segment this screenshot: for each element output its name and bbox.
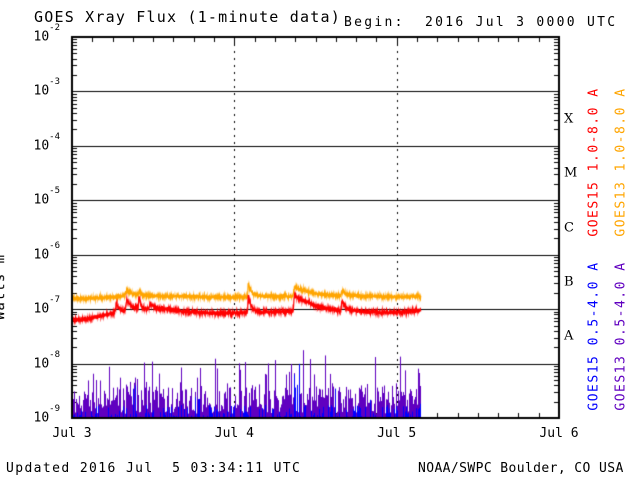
y-tick-label: 10-8	[33, 349, 61, 371]
y-tick-label: 10-5	[33, 186, 61, 208]
series-label-goes13-long: GOES13 1.0-8.0 A	[613, 87, 629, 237]
series-label-goes15-long: GOES15 1.0-8.0 A	[586, 87, 602, 237]
flare-class-label: X	[564, 111, 574, 127]
x-tick-label: Jul 5	[377, 426, 417, 441]
series-label-goes13-short: GOES13 0.5-4.0 A	[613, 261, 629, 411]
y-tick-label: 10-7	[33, 295, 61, 317]
source-attribution: NOAA/SWPC Boulder, CO USA	[418, 461, 624, 476]
x-tick-label: Jul 3	[52, 426, 92, 441]
begin-timestamp: Begin: 2016 Jul 3 0000 UTC	[344, 15, 618, 30]
chart-title: GOES Xray Flux (1-minute data)	[34, 8, 341, 26]
y-axis-label: Watts m-2	[0, 0, 8, 320]
flare-class-label: B	[564, 274, 574, 290]
flare-class-label: A	[564, 328, 574, 344]
y-tick-label: 10-2	[33, 23, 61, 45]
flare-class-label: C	[564, 220, 574, 235]
y-tick-label: 10-3	[33, 77, 61, 99]
x-tick-label: Jul 6	[539, 426, 579, 441]
x-tick-label: Jul 4	[214, 426, 254, 441]
flare-class-label: M	[564, 165, 578, 181]
updated-timestamp: Updated 2016 Jul 5 03:34:11 UTC	[6, 461, 302, 476]
y-tick-label: 10-4	[33, 131, 61, 154]
y-tick-label: 10-9	[33, 404, 61, 426]
y-tick-label: 10-6	[33, 240, 61, 263]
series-label-goes15-short: GOES15 0.5-4.0 A	[586, 261, 602, 411]
